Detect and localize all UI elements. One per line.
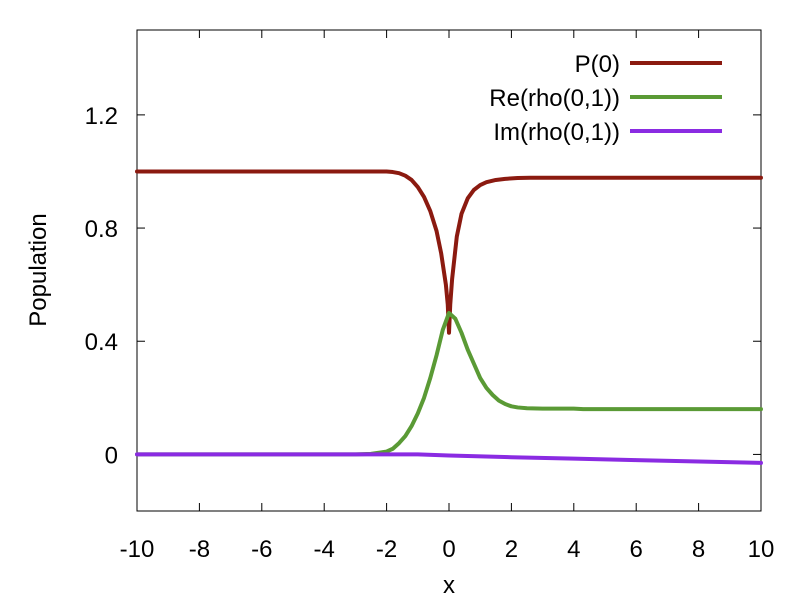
legend: P(0) Re(rho(0,1)) Im(rho(0,1)) bbox=[489, 51, 722, 146]
y-tick-label: 1.2 bbox=[85, 103, 118, 130]
y-tick-label: 0.8 bbox=[85, 216, 118, 243]
x-tick-label: 0 bbox=[442, 536, 455, 563]
axis-ticks bbox=[136, 30, 762, 511]
x-tick-label: 8 bbox=[692, 536, 705, 563]
x-tick-label: -8 bbox=[189, 536, 210, 563]
x-tick-label: 10 bbox=[748, 536, 775, 563]
legend-label: Re(rho(0,1)) bbox=[489, 85, 620, 112]
series-layer bbox=[135, 169, 763, 465]
x-tick-label: -4 bbox=[314, 536, 335, 563]
series-line-0 bbox=[135, 169, 763, 335]
y-axis-label: Population bbox=[25, 213, 52, 326]
x-tick-label: -2 bbox=[376, 536, 397, 563]
x-tick-label: 6 bbox=[630, 536, 643, 563]
legend-label: Im(rho(0,1)) bbox=[493, 119, 620, 146]
plot-frame bbox=[136, 29, 762, 512]
series-line-2 bbox=[135, 452, 763, 465]
x-tick-label: -6 bbox=[251, 536, 272, 563]
x-tick-label: 4 bbox=[567, 536, 580, 563]
y-tick-label: 0 bbox=[105, 442, 118, 469]
x-axis-label: x bbox=[443, 572, 455, 599]
series-line-1 bbox=[135, 310, 763, 457]
x-tick-label: -10 bbox=[120, 536, 155, 563]
legend-label: P(0) bbox=[575, 51, 620, 78]
y-tick-label: 0.4 bbox=[85, 329, 118, 356]
axis-tick-labels: -10 -8 -6 -4 -2 0 2 4 6 8 10 0 0.4 0.8 1.2 bbox=[85, 103, 775, 563]
x-tick-label: 2 bbox=[505, 536, 518, 563]
